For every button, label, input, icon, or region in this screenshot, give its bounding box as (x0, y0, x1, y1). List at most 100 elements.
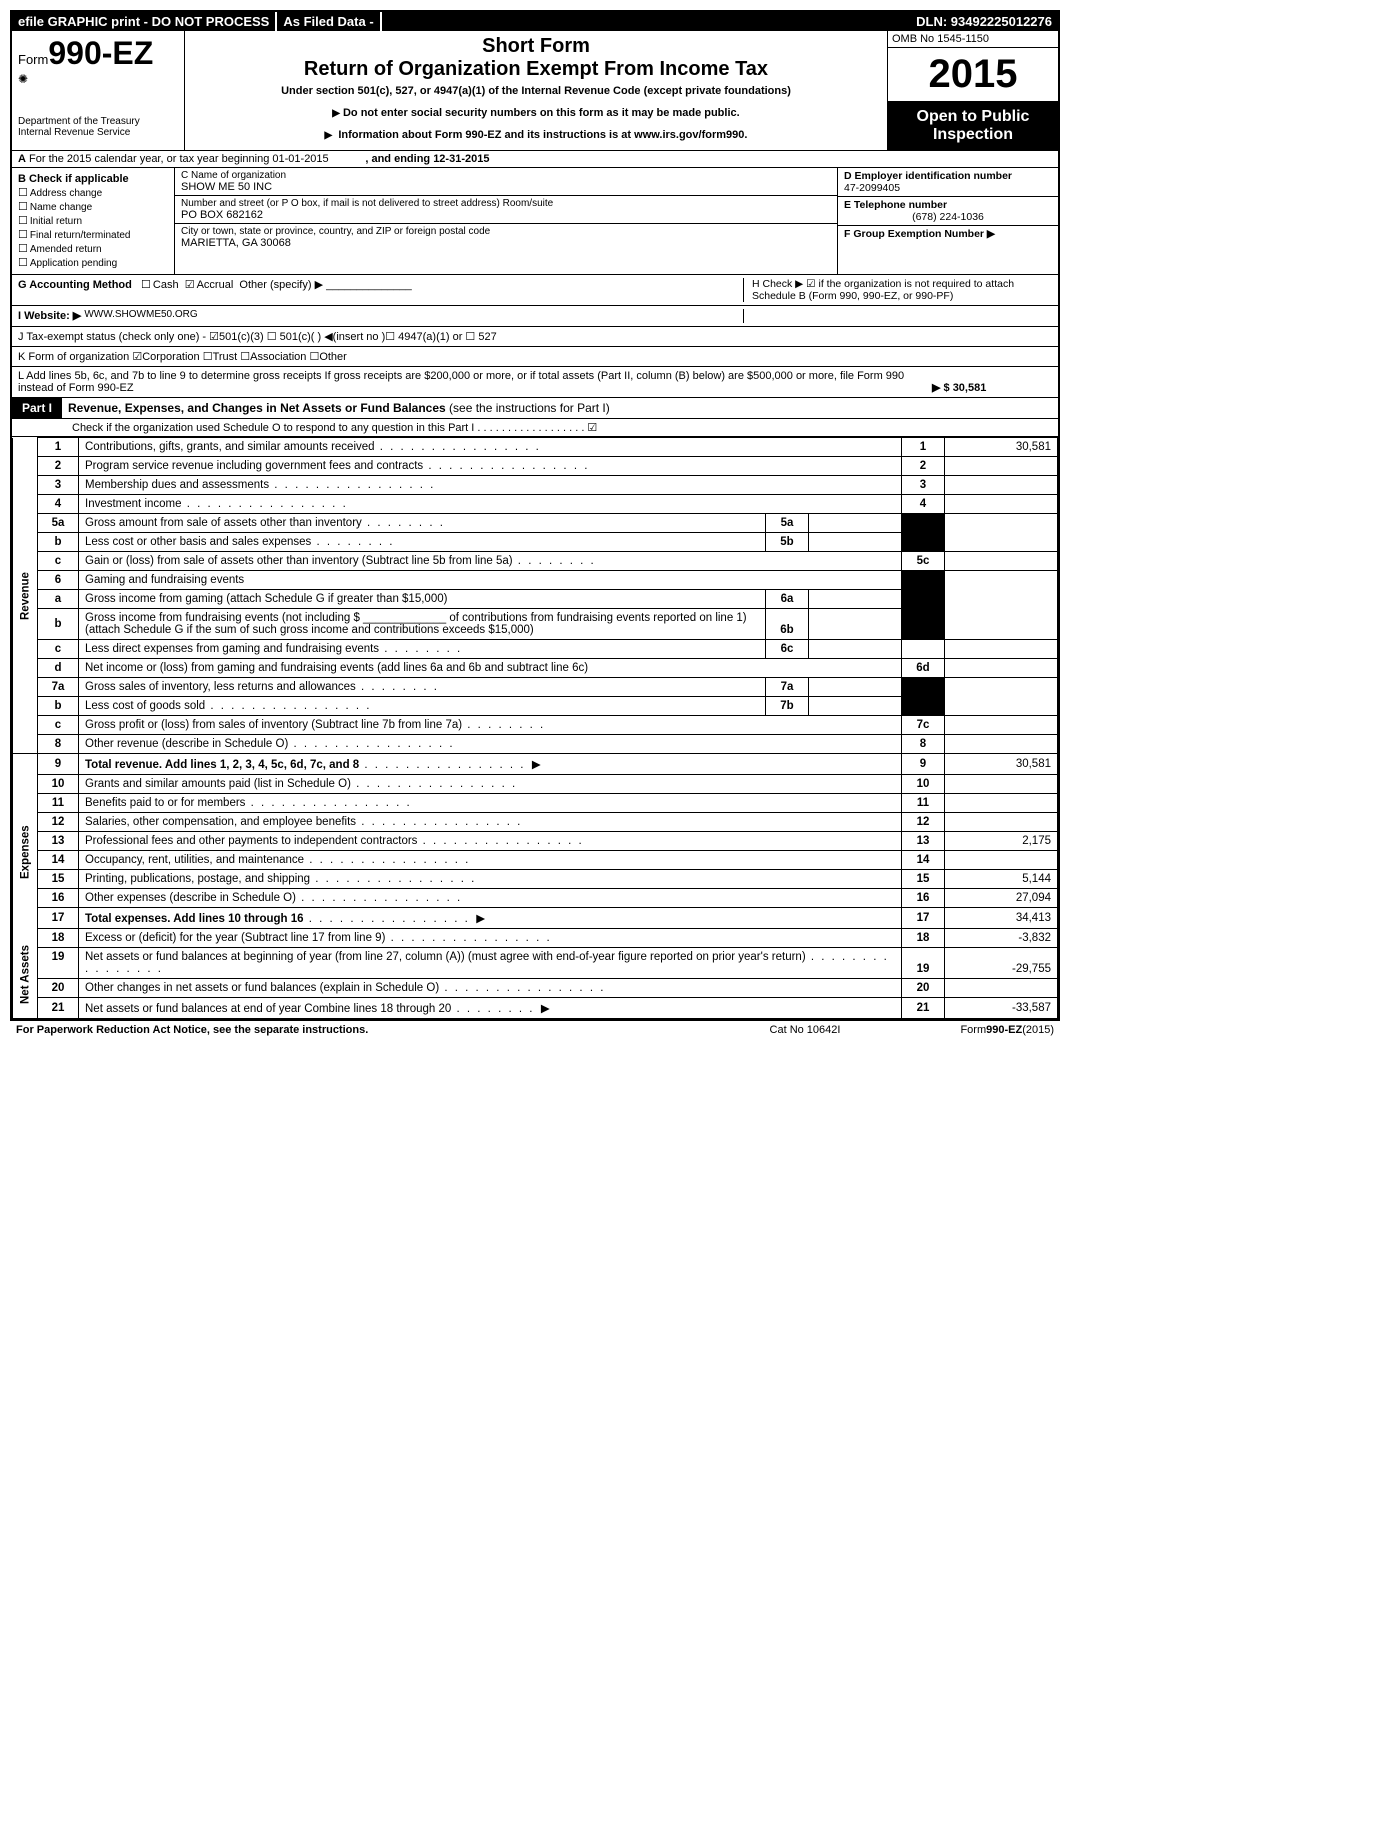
cb-name-change[interactable]: Name change (18, 200, 168, 213)
col-def: D Employer identification number 47-2099… (838, 168, 1058, 274)
l7c-box: 7c (902, 716, 945, 735)
subtitle: Under section 501(c), 527, or 4947(a)(1)… (191, 85, 881, 97)
cb-cash[interactable]: Cash (141, 279, 179, 291)
l20-num: 20 (38, 979, 79, 998)
sched-o-check: Check if the organization used Schedule … (12, 419, 1058, 437)
topbar: efile GRAPHIC print - DO NOT PROCESS As … (12, 12, 1058, 31)
l14-box: 14 (902, 851, 945, 870)
l6d-num: d (38, 659, 79, 678)
l16-num: 16 (38, 889, 79, 908)
l20-box: 20 (902, 979, 945, 998)
l18-desc: Excess or (deficit) for the year (Subtra… (79, 929, 902, 948)
l21-box: 21 (902, 998, 945, 1019)
l9-box: 9 (902, 754, 945, 775)
cb-amended-return[interactable]: Amended return (18, 242, 168, 255)
l5a-subamt (809, 514, 902, 533)
l10-amt (945, 775, 1058, 794)
l5b-desc: Less cost or other basis and sales expen… (79, 533, 766, 552)
col-b-checkboxes: B Check if applicable Address change Nam… (12, 168, 174, 274)
l-amount: ▶ $ 30,581 (932, 381, 1052, 394)
cb-initial-return[interactable]: Initial return (18, 214, 168, 227)
l5c-desc: Gain or (loss) from sale of assets other… (79, 552, 902, 571)
l9-desc-b: Total revenue. Add lines 1, 2, 3, 4, 5c,… (85, 759, 359, 771)
l6c-amt-blank (945, 640, 1058, 659)
l10-desc: Grants and similar amounts paid (list in… (79, 775, 902, 794)
label-a: A (18, 153, 26, 165)
part1-title: Revenue, Expenses, and Changes in Net As… (62, 398, 1058, 418)
l7c-amt (945, 716, 1058, 735)
irs-link[interactable]: www.irs.gov/form990 (634, 129, 744, 141)
title-shortform: Short Form (191, 35, 881, 58)
l19-desc-cell: Net assets or fund balances at beginning… (79, 948, 902, 979)
efile-notice: efile GRAPHIC print - DO NOT PROCESS (12, 12, 275, 31)
side-netassets: Net Assets (13, 929, 38, 1019)
row-l-gross: L Add lines 5b, 6c, and 7b to line 9 to … (12, 367, 1058, 398)
l4-box: 4 (902, 495, 945, 514)
form-number: 990-EZ (48, 35, 153, 71)
l5c-amt (945, 552, 1058, 571)
side-expenses: Expenses (13, 775, 38, 929)
f-group-cell: F Group Exemption Number ▶ (838, 226, 1058, 274)
l16-desc: Other expenses (describe in Schedule O) (79, 889, 902, 908)
footer-form-num: 990-EZ (986, 1024, 1022, 1036)
l18-amt: -3,832 (945, 929, 1058, 948)
l3-amt (945, 476, 1058, 495)
l6c-box-blank (902, 640, 945, 659)
l6c-subamt (809, 640, 902, 659)
form-name: Form990-EZ (18, 35, 178, 72)
l5c-box: 5c (902, 552, 945, 571)
row-j-status: J Tax-exempt status (check only one) - ☑… (12, 327, 1058, 347)
l7c-num: c (38, 716, 79, 735)
shade-5-amt (945, 514, 1058, 552)
cb-accrual[interactable]: Accrual (185, 279, 234, 291)
part1-title-text: Revenue, Expenses, and Changes in Net As… (68, 401, 446, 415)
l7a-desc: Gross sales of inventory, less returns a… (79, 678, 766, 697)
d-ein-label: D Employer identification number (844, 170, 1052, 182)
row-k-orgform: K Form of organization ☑Corporation ☐Tru… (12, 347, 1058, 367)
l4-desc: Investment income (79, 495, 902, 514)
l14-num: 14 (38, 851, 79, 870)
mid-rows: G Accounting Method Cash Accrual Other (… (12, 275, 1058, 398)
l6a-num: a (38, 590, 79, 609)
taxyear-end: , and ending 12-31-2015 (365, 153, 489, 165)
l3-num: 3 (38, 476, 79, 495)
cb-address-change[interactable]: Address change (18, 186, 168, 199)
l20-amt (945, 979, 1058, 998)
l21-num: 21 (38, 998, 79, 1019)
cb-application-pending[interactable]: Application pending (18, 256, 168, 269)
shade-6-amt (945, 571, 1058, 640)
footer-form: Form990-EZ(2015) (960, 1024, 1054, 1036)
l16-box: 16 (902, 889, 945, 908)
l6c-sub: 6c (766, 640, 809, 659)
l17-box: 17 (902, 908, 945, 929)
l6d-amt (945, 659, 1058, 678)
part1-label: Part I (12, 398, 62, 418)
info-note-text: Information about Form 990-EZ and its in… (338, 129, 631, 141)
form-990ez: efile GRAPHIC print - DO NOT PROCESS As … (10, 10, 1060, 1021)
l1-num: 1 (38, 438, 79, 457)
row-g-h: G Accounting Method Cash Accrual Other (… (12, 275, 1058, 306)
l6a-subamt (809, 590, 902, 609)
l9-desc: Total revenue. Add lines 1, 2, 3, 4, 5c,… (79, 754, 902, 775)
open-public: Open to Public Inspection (888, 102, 1058, 150)
footer-left: For Paperwork Reduction Act Notice, see … (16, 1024, 368, 1036)
open-public-2: Inspection (892, 126, 1054, 144)
tax-year: 2015 (888, 48, 1058, 102)
l21-amt: -33,587 (945, 998, 1058, 1019)
d-ein-cell: D Employer identification number 47-2099… (838, 168, 1058, 197)
website-link[interactable]: WWW.SHOWME50.ORG (84, 309, 197, 323)
footer-form-year: (2015) (1022, 1024, 1054, 1036)
l17-amt: 34,413 (945, 908, 1058, 929)
footer-catno: Cat No 10642I (770, 1024, 841, 1036)
l5a-desc: Gross amount from sale of assets other t… (79, 514, 766, 533)
l16-amt: 27,094 (945, 889, 1058, 908)
shade-6 (902, 571, 945, 640)
cb-final-return[interactable]: Final return/terminated (18, 228, 168, 241)
l1-amt: 30,581 (945, 438, 1058, 457)
c-street-label: Number and street (or P O box, if mail i… (181, 198, 831, 209)
irs-logo-icon: ✺ (18, 72, 178, 86)
l6b-subamt (809, 609, 902, 640)
l7b-num: b (38, 697, 79, 716)
l9-amt: 30,581 (945, 754, 1058, 775)
l8-num: 8 (38, 735, 79, 754)
